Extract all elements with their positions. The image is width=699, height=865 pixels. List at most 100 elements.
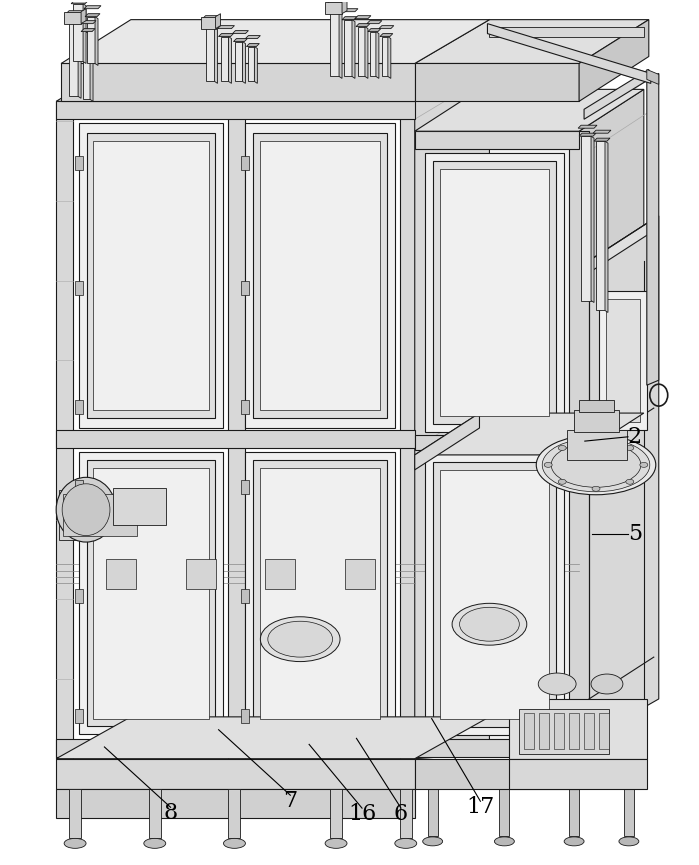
Polygon shape — [594, 138, 610, 141]
Polygon shape — [229, 36, 231, 83]
Polygon shape — [415, 131, 579, 149]
Polygon shape — [415, 435, 579, 450]
Polygon shape — [624, 789, 634, 836]
Polygon shape — [61, 20, 489, 63]
Polygon shape — [415, 413, 480, 470]
Polygon shape — [83, 32, 90, 99]
Polygon shape — [247, 43, 259, 47]
Polygon shape — [400, 789, 412, 838]
Ellipse shape — [542, 438, 650, 492]
Polygon shape — [415, 413, 644, 455]
Ellipse shape — [552, 443, 641, 487]
Polygon shape — [376, 32, 379, 79]
Ellipse shape — [452, 603, 527, 645]
Polygon shape — [327, 1, 345, 3]
Polygon shape — [81, 9, 86, 23]
Ellipse shape — [536, 435, 656, 495]
Ellipse shape — [559, 445, 566, 451]
Polygon shape — [93, 468, 208, 719]
Polygon shape — [71, 1, 88, 3]
Polygon shape — [358, 27, 365, 76]
Polygon shape — [260, 141, 380, 410]
Polygon shape — [87, 16, 95, 63]
Polygon shape — [352, 20, 355, 79]
Polygon shape — [79, 452, 222, 734]
Polygon shape — [647, 74, 658, 385]
Ellipse shape — [619, 836, 639, 846]
Polygon shape — [90, 32, 93, 101]
Polygon shape — [510, 699, 647, 759]
Polygon shape — [415, 20, 649, 63]
Polygon shape — [524, 713, 534, 749]
Polygon shape — [569, 789, 579, 836]
Polygon shape — [56, 759, 415, 789]
Polygon shape — [584, 713, 594, 749]
Polygon shape — [61, 63, 415, 101]
Polygon shape — [425, 454, 564, 734]
Text: 6: 6 — [394, 804, 408, 825]
Polygon shape — [69, 789, 81, 838]
Polygon shape — [243, 42, 245, 83]
Polygon shape — [233, 30, 248, 34]
Ellipse shape — [591, 674, 623, 694]
Polygon shape — [579, 400, 614, 412]
Polygon shape — [415, 739, 579, 757]
Polygon shape — [64, 12, 81, 23]
Polygon shape — [56, 739, 415, 757]
Polygon shape — [440, 470, 549, 719]
Polygon shape — [229, 101, 245, 759]
Text: 16: 16 — [348, 804, 376, 825]
Polygon shape — [569, 713, 579, 749]
Polygon shape — [591, 136, 594, 303]
Polygon shape — [345, 560, 375, 589]
Polygon shape — [368, 29, 381, 32]
Polygon shape — [93, 141, 208, 410]
Polygon shape — [56, 101, 415, 119]
Ellipse shape — [395, 838, 417, 849]
Polygon shape — [253, 460, 387, 726]
Polygon shape — [233, 39, 247, 42]
Polygon shape — [245, 452, 395, 734]
Polygon shape — [379, 26, 394, 29]
Polygon shape — [569, 131, 589, 753]
Polygon shape — [599, 713, 609, 749]
Polygon shape — [260, 468, 380, 719]
Polygon shape — [253, 133, 387, 418]
Polygon shape — [382, 36, 388, 76]
Polygon shape — [581, 136, 591, 300]
Polygon shape — [241, 709, 250, 723]
Polygon shape — [59, 490, 140, 540]
Polygon shape — [63, 494, 137, 535]
Polygon shape — [579, 133, 596, 136]
Polygon shape — [75, 156, 83, 170]
Polygon shape — [339, 12, 342, 79]
Polygon shape — [75, 280, 83, 295]
Ellipse shape — [559, 479, 566, 484]
Polygon shape — [415, 131, 579, 753]
Polygon shape — [83, 3, 86, 63]
Polygon shape — [342, 0, 347, 14]
Polygon shape — [425, 153, 564, 432]
Polygon shape — [579, 20, 649, 101]
Polygon shape — [219, 34, 233, 36]
Polygon shape — [589, 219, 654, 272]
Polygon shape — [215, 27, 217, 83]
Polygon shape — [355, 16, 371, 19]
Polygon shape — [328, 9, 344, 12]
Text: 17: 17 — [466, 797, 494, 818]
Polygon shape — [440, 169, 549, 416]
Polygon shape — [113, 488, 166, 525]
Polygon shape — [241, 589, 250, 603]
Polygon shape — [574, 410, 619, 432]
Polygon shape — [254, 47, 257, 83]
Ellipse shape — [626, 479, 634, 484]
Polygon shape — [56, 717, 489, 759]
Polygon shape — [75, 589, 83, 603]
Ellipse shape — [268, 621, 333, 657]
Ellipse shape — [64, 838, 86, 849]
Polygon shape — [342, 16, 357, 20]
Polygon shape — [95, 16, 98, 66]
Polygon shape — [248, 47, 254, 81]
Polygon shape — [415, 63, 579, 101]
Polygon shape — [203, 23, 219, 27]
